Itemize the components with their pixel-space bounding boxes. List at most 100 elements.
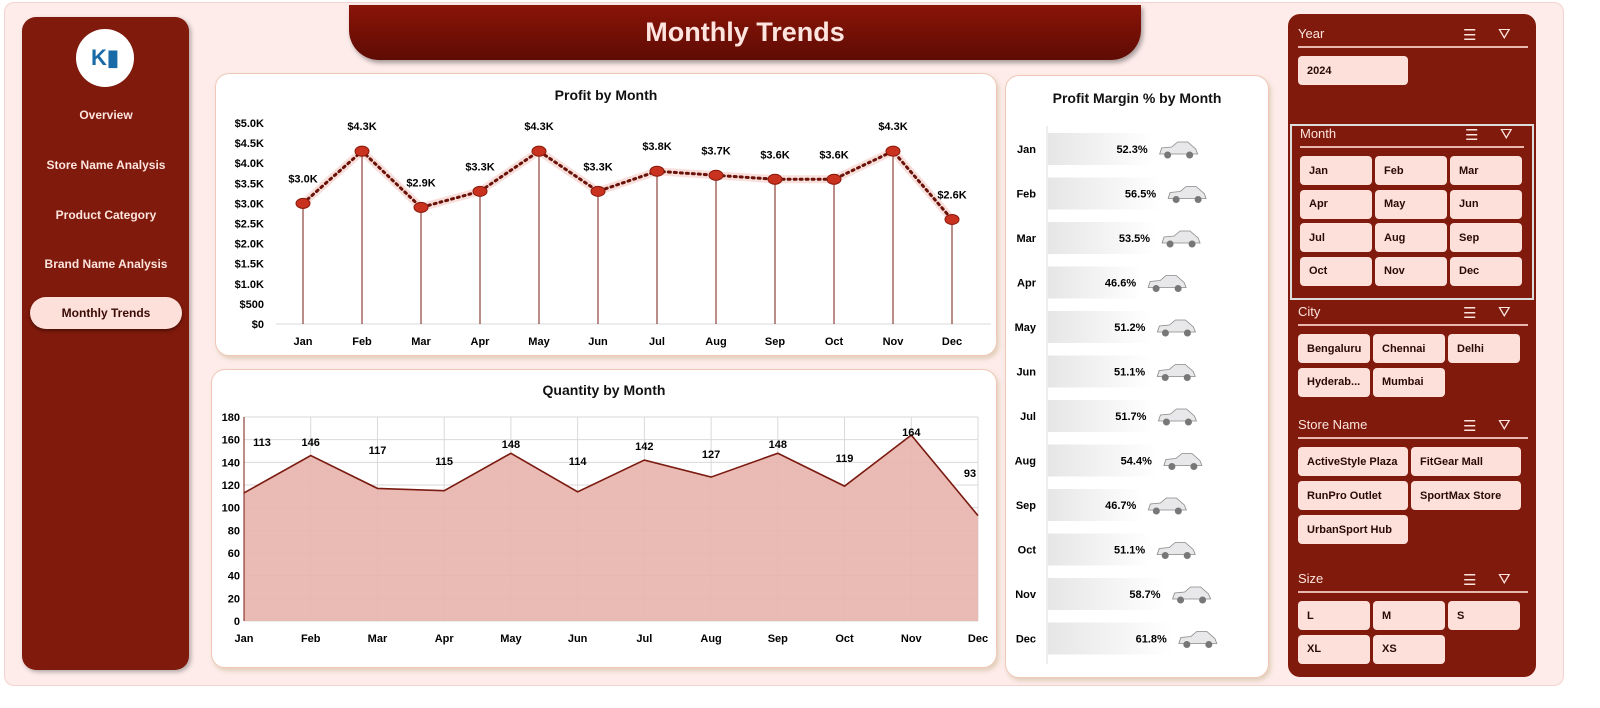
size-option[interactable]: M (1373, 601, 1445, 630)
store-option[interactable]: SportMax Store (1411, 481, 1521, 510)
data-label: $3.3K (583, 161, 612, 173)
x-tick-label: Feb (352, 336, 372, 348)
city-option[interactable]: Mumbai (1373, 367, 1445, 397)
coin-marker-icon (354, 145, 370, 157)
y-tick-label: Dec (1016, 634, 1036, 646)
data-label: 115 (435, 456, 453, 468)
y-tick-label: $0 (252, 319, 264, 331)
data-label: 53.5% (1119, 233, 1150, 245)
size-option[interactable]: L (1298, 601, 1370, 630)
data-label: 46.7% (1105, 500, 1136, 512)
size-option[interactable]: S (1448, 601, 1520, 630)
x-tick-label: Apr (435, 633, 455, 645)
coin-marker-icon (944, 213, 960, 225)
margin-bar (1048, 400, 1153, 432)
data-label: $4.3K (347, 121, 376, 133)
multi-select-icon[interactable]: ☰ (1463, 27, 1477, 44)
slicer-header: Size ☰ ⛛ (1298, 571, 1528, 593)
nav-overview[interactable]: Overview (79, 108, 133, 122)
clear-filter-icon[interactable]: ⛛ (1498, 571, 1511, 588)
x-tick-label: Jun (588, 336, 608, 348)
car-icon (1163, 453, 1203, 470)
month-option[interactable]: Aug (1375, 223, 1447, 252)
slicer-header: Month ☰ ⛛ (1300, 126, 1524, 148)
y-tick-label: $500 (240, 299, 264, 311)
month-option[interactable]: Mar (1450, 156, 1522, 185)
x-tick-label: Mar (411, 336, 431, 348)
coin-marker-icon (708, 169, 724, 181)
city-option[interactable]: Chennai (1373, 334, 1445, 363)
car-icon (1147, 497, 1187, 515)
month-option[interactable]: Jun (1450, 189, 1522, 219)
margin-bar (1048, 133, 1154, 165)
y-tick-label: $2.5K (235, 219, 264, 231)
x-tick-label: Aug (700, 633, 721, 645)
x-tick-label: Nov (883, 336, 905, 348)
city-option[interactable]: Delhi (1448, 334, 1520, 363)
store-option[interactable]: UrbanSport Hub (1298, 515, 1408, 544)
store-option[interactable]: FitGear Mall (1411, 447, 1521, 476)
data-label: 148 (769, 439, 787, 451)
margin-bar (1048, 489, 1143, 521)
month-option[interactable]: Apr (1300, 189, 1372, 219)
month-option[interactable]: May (1375, 189, 1447, 219)
nav-brand-name-analysis[interactable]: Brand Name Analysis (44, 257, 168, 271)
size-slicer: Size ☰ ⛛ L M S XL XS (1298, 571, 1528, 664)
size-option[interactable]: XS (1373, 634, 1445, 664)
margin-bar (1048, 311, 1152, 343)
clear-filter-icon[interactable]: ⛛ (1498, 417, 1511, 434)
coin-marker-icon (826, 173, 842, 185)
chart-title: Profit by Month (554, 87, 658, 103)
data-label: 119 (836, 453, 854, 465)
nav-product-category[interactable]: Product Category (55, 208, 157, 222)
nav-monthly-trends[interactable]: Monthly Trends (30, 297, 182, 329)
month-option[interactable]: Nov (1375, 256, 1447, 286)
month-option[interactable]: Feb (1375, 156, 1447, 185)
month-option[interactable]: Jul (1300, 223, 1372, 252)
y-tick-label: $4.0K (235, 158, 264, 170)
x-tick-label: Apr (471, 336, 491, 348)
month-option[interactable]: Dec (1450, 256, 1522, 286)
year-option[interactable]: 2024 (1298, 56, 1408, 85)
margin-chart: Jan 52.3% Feb 56.5% Mar 53.5% Apr 46.6% May 51.2%… (1015, 126, 1218, 664)
multi-select-icon[interactable]: ☰ (1463, 572, 1477, 589)
x-tick-label: Dec (942, 336, 962, 348)
multi-select-icon[interactable]: ☰ (1463, 418, 1477, 435)
y-tick-label: 120 (222, 480, 240, 492)
nav-store-name-analysis[interactable]: Store Name Analysis (46, 158, 166, 172)
multi-select-icon[interactable]: ☰ (1463, 305, 1477, 322)
data-label: 46.6% (1105, 278, 1136, 290)
y-tick-label: Aug (1015, 456, 1036, 468)
data-label: 148 (502, 439, 520, 451)
clear-filter-icon[interactable]: ⛛ (1500, 126, 1513, 143)
month-option[interactable]: Sep (1450, 223, 1522, 252)
y-tick-label: Jul (1020, 411, 1036, 423)
car-icon (1178, 631, 1218, 648)
car-icon (1147, 275, 1187, 292)
month-option[interactable]: Jan (1300, 156, 1372, 185)
city-option[interactable]: Bengaluru (1298, 334, 1370, 363)
x-tick-label: Jul (649, 336, 665, 348)
clear-filter-icon[interactable]: ⛛ (1498, 304, 1511, 321)
data-label: 61.8% (1136, 634, 1167, 646)
data-label: 56.5% (1125, 189, 1156, 201)
x-tick-label: May (500, 633, 522, 645)
month-option[interactable]: Oct (1300, 256, 1372, 286)
clear-filter-icon[interactable]: ⛛ (1498, 26, 1511, 43)
car-icon (1172, 586, 1212, 604)
y-tick-label: 80 (228, 525, 240, 537)
multi-select-icon[interactable]: ☰ (1465, 127, 1479, 144)
city-option[interactable]: Hyderab... (1298, 367, 1370, 397)
x-tick-label: Jul (636, 633, 652, 645)
x-tick-label: Oct (835, 633, 854, 645)
store-option[interactable]: RunPro Outlet (1298, 481, 1408, 510)
store-option[interactable]: ActiveStyle Plaza (1298, 447, 1408, 476)
y-tick-label: $4.5K (235, 138, 264, 150)
car-icon (1156, 542, 1196, 559)
data-label: 127 (702, 449, 720, 461)
y-tick-label: $3.5K (235, 178, 264, 190)
data-label: $2.6K (937, 189, 966, 201)
size-option[interactable]: XL (1298, 634, 1370, 664)
year-slicer: Year ☰ ⛛ 2024 (1298, 26, 1528, 85)
page-title: Monthly Trends (349, 5, 1141, 60)
